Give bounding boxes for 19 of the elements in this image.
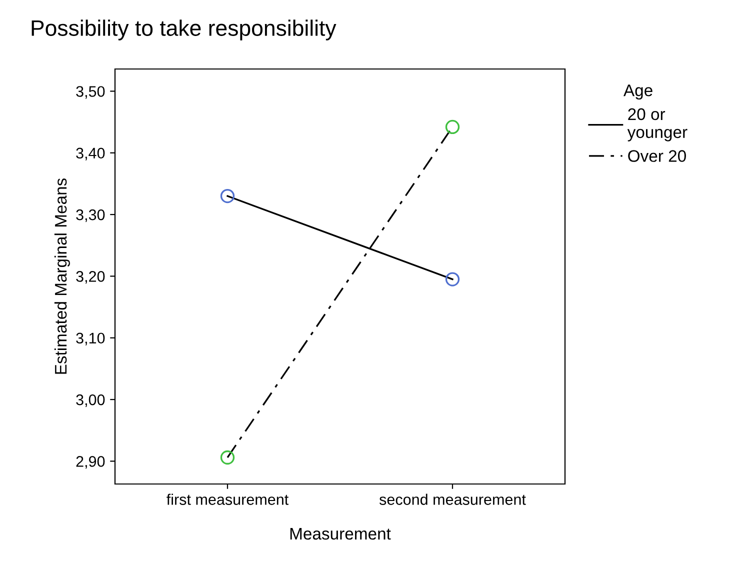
y-tick-label: 3,40 <box>76 148 105 160</box>
legend-title: Age <box>623 84 652 100</box>
y-tick-label: 3,30 <box>76 209 105 222</box>
x-tick-label: second measurement <box>379 494 526 505</box>
x-tick-label: first measurement <box>166 494 289 505</box>
y-tick-label: 3,10 <box>76 332 105 346</box>
chart-title: Possibility to take responsibility <box>32 20 336 40</box>
y-tick-label: 3,50 <box>76 86 105 99</box>
y-tick-label: 3,20 <box>76 271 105 284</box>
y-tick-label: 3,00 <box>76 394 105 408</box>
point <box>445 272 460 286</box>
legend-label: Over 20 <box>628 150 686 162</box>
point <box>220 188 235 204</box>
x-axis-title: Measurement <box>290 528 391 540</box>
y-tick-label: 2,90 <box>76 456 105 469</box>
point <box>220 450 235 465</box>
legend-label: 20 or younger <box>627 108 688 142</box>
y-axis-title: Estimated Marginal Means <box>54 178 70 374</box>
point <box>445 120 460 134</box>
